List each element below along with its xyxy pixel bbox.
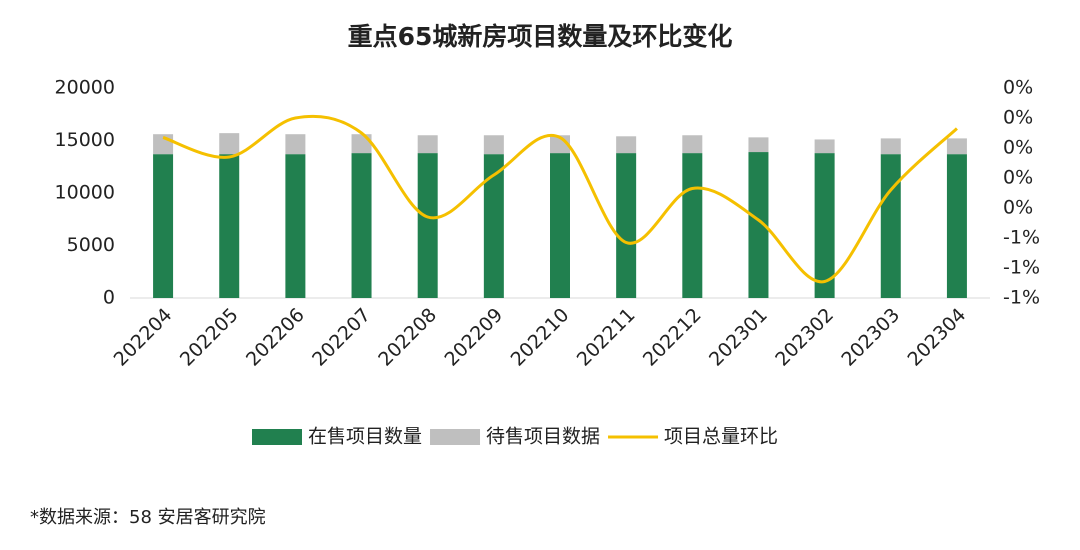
legend-label: 在售项目数量 <box>308 426 422 448</box>
legend-swatch <box>252 429 302 445</box>
bar <box>417 153 438 298</box>
x-tick-label: 202210 <box>507 304 574 371</box>
legend-label: 项目总量环比 <box>664 426 778 448</box>
x-tick-label: 202302 <box>771 304 838 371</box>
bar <box>483 154 504 298</box>
x-tick-label: 202212 <box>639 304 706 371</box>
bar <box>285 134 306 155</box>
y2-tick-label: 0% <box>1003 137 1033 159</box>
bar <box>880 154 901 298</box>
bar <box>946 154 967 298</box>
x-tick-label: 202209 <box>440 304 507 371</box>
bar <box>351 153 372 298</box>
y-tick-label: 10000 <box>55 182 115 204</box>
y-tick-label: 5000 <box>67 234 115 256</box>
bar <box>814 153 835 298</box>
bar <box>153 154 174 298</box>
y-tick-label: 20000 <box>55 77 115 99</box>
x-tick-label: 202303 <box>837 304 904 371</box>
bar <box>285 154 306 298</box>
legend-swatch <box>430 429 481 445</box>
x-tick-label: 202205 <box>176 304 243 371</box>
x-tick-label: 202301 <box>705 304 772 371</box>
bar <box>748 137 769 153</box>
bar <box>153 134 174 155</box>
legend-label: 待售项目数据 <box>486 426 600 448</box>
y-tick-label: 0 <box>103 287 115 309</box>
bar <box>946 138 967 155</box>
y-tick-label: 15000 <box>55 129 115 151</box>
y2-tick-label: 0% <box>1003 197 1033 219</box>
x-tick-label: 202207 <box>308 304 375 371</box>
y2-tick-label: 0% <box>1003 167 1033 189</box>
x-tick-label: 202204 <box>110 304 177 371</box>
bar <box>219 133 240 155</box>
x-tick-label: 202206 <box>242 304 309 371</box>
bar <box>682 135 703 154</box>
y2-tick-label: -1% <box>1003 287 1040 309</box>
bar <box>616 153 637 298</box>
y2-tick-label: 0% <box>1003 107 1033 129</box>
bar <box>682 153 703 298</box>
x-tick-label: 202208 <box>374 304 441 371</box>
y2-tick-label: 0% <box>1003 77 1033 99</box>
source-note: *数据来源：58 安居客研究院 <box>30 507 266 528</box>
bar <box>417 135 438 154</box>
y2-tick-label: -1% <box>1003 227 1040 249</box>
bar <box>616 136 637 154</box>
bar <box>814 139 835 154</box>
bar <box>880 138 901 155</box>
x-tick-label: 202211 <box>573 304 640 371</box>
bar <box>483 135 504 155</box>
chart-title: 重点65城新房项目数量及环比变化 <box>348 22 733 51</box>
bar <box>550 153 570 298</box>
bar <box>351 134 372 154</box>
x-tick-label: 202304 <box>904 304 971 371</box>
bar <box>748 152 769 298</box>
y2-tick-label: -1% <box>1003 257 1040 279</box>
line <box>162 114 958 284</box>
bar <box>219 154 240 298</box>
